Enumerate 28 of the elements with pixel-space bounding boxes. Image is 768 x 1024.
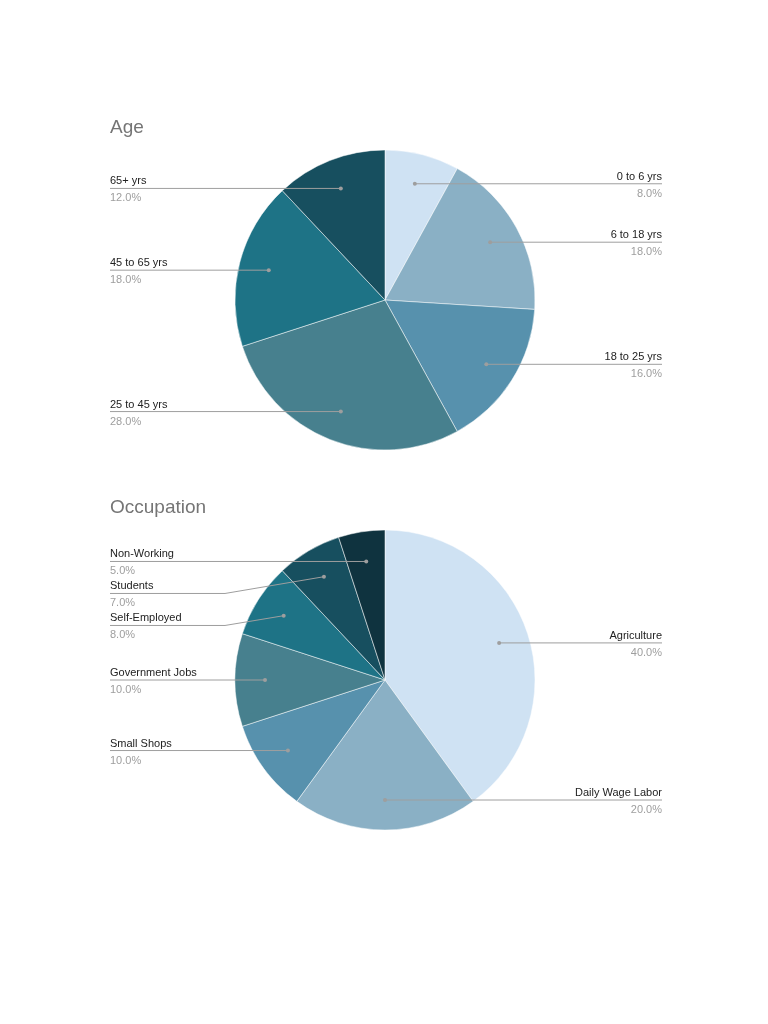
slice-label: 45 to 65 yrs	[110, 256, 168, 269]
slice-label: Students	[110, 579, 154, 592]
data-label: 18.0%	[630, 245, 663, 258]
slice-label: 25 to 45 yrs	[110, 397, 168, 410]
data-label: 20.0%	[630, 803, 663, 815]
data-label: 5.0%	[110, 564, 136, 577]
slice-label: 0 to 6 yrs	[616, 169, 663, 182]
chart-title: Age	[110, 116, 144, 137]
slice-label: Government Jobs	[110, 666, 198, 678]
slice-label: 65+ yrs	[110, 174, 147, 187]
slice-label: Self-Employed	[110, 611, 182, 624]
slice-label: Non-Working	[110, 547, 174, 560]
data-label: 10.0%	[110, 683, 142, 695]
data-label: 12.0%	[110, 191, 142, 204]
data-label: 7.0%	[110, 596, 136, 609]
slice-label: Agriculture	[609, 628, 662, 641]
data-label: 18.0%	[110, 273, 142, 286]
data-label: 10.0%	[110, 753, 142, 766]
slice-label: Small Shops	[110, 736, 173, 749]
data-label: 16.0%	[630, 367, 663, 380]
data-label: 40.0%	[630, 645, 663, 658]
data-label: 8.0%	[636, 186, 663, 199]
data-label: 28.0%	[110, 414, 142, 427]
data-label: 8.0%	[110, 628, 136, 641]
chart-title: Occupation	[110, 496, 207, 517]
slice-label: 6 to 18 yrs	[610, 228, 663, 241]
slice-label: Daily Wage Labor	[574, 786, 663, 798]
slice-label: 18 to 25 yrs	[604, 350, 663, 363]
